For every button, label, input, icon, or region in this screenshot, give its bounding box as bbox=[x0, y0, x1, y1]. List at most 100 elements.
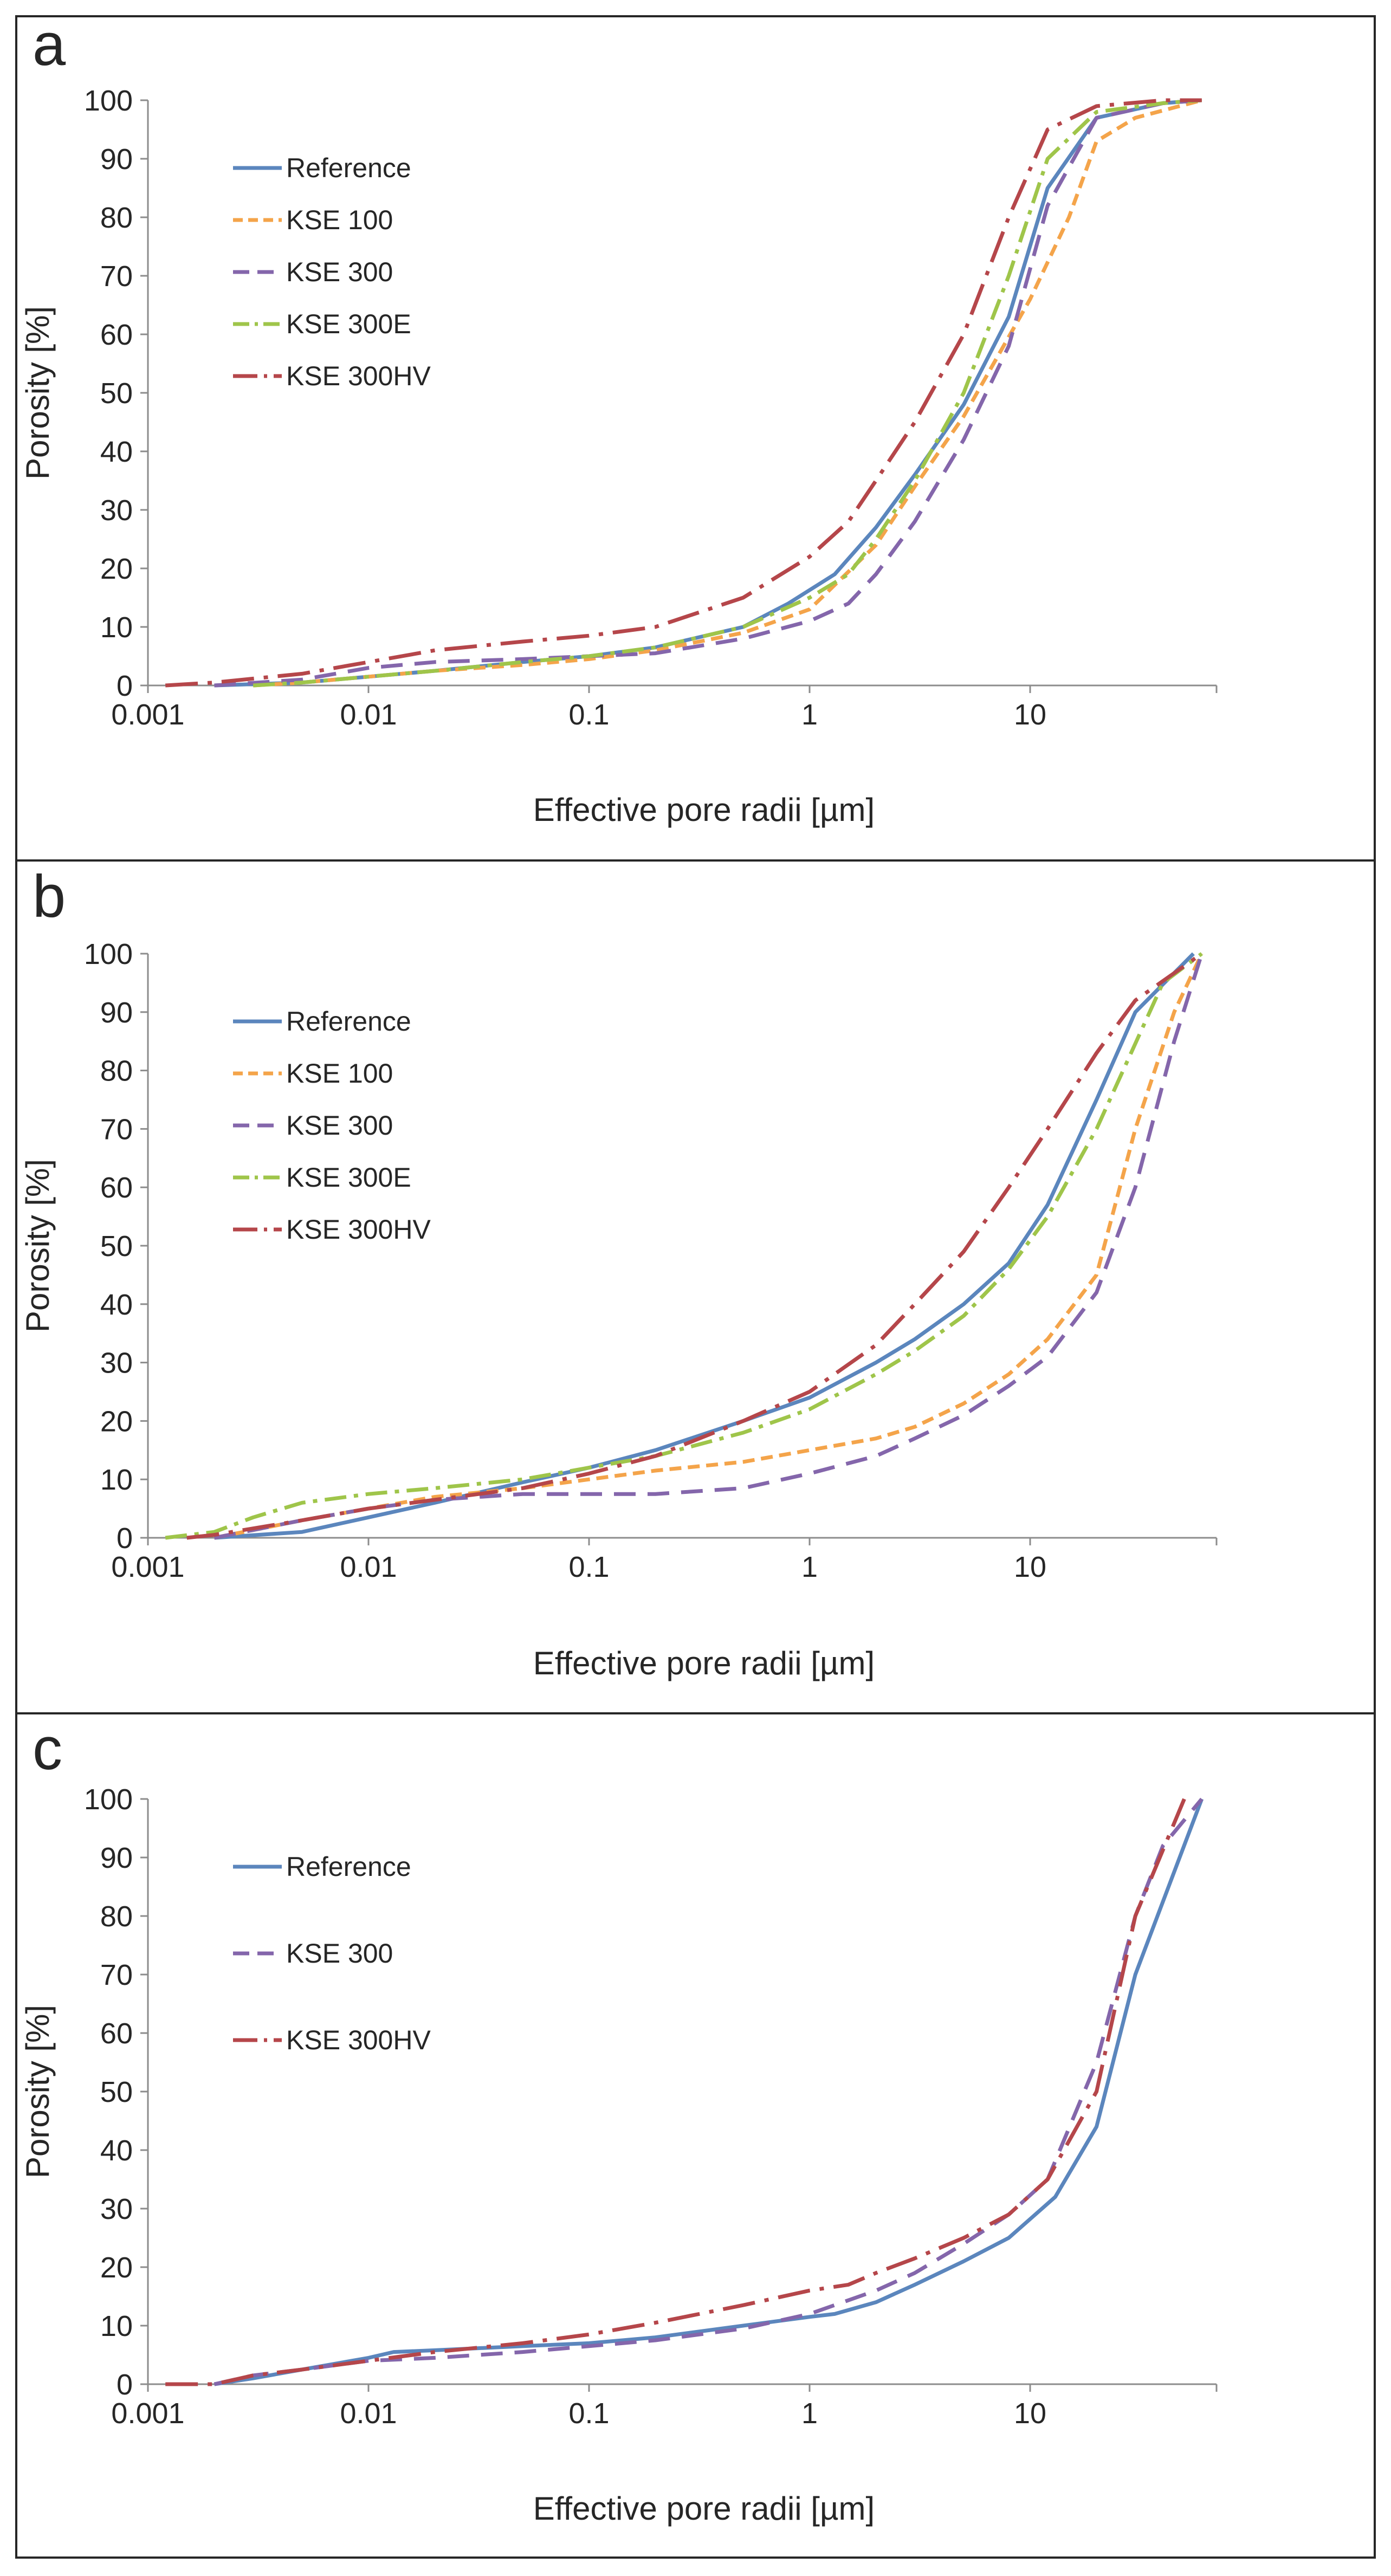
y-tick-label: 10 bbox=[100, 2310, 133, 2342]
data-point bbox=[1201, 1798, 1202, 1800]
data-point bbox=[253, 685, 254, 687]
data-point bbox=[1135, 117, 1136, 119]
data-point bbox=[742, 597, 744, 599]
data-point bbox=[742, 626, 744, 628]
data-point bbox=[875, 2272, 877, 2274]
panel-frame bbox=[15, 859, 1376, 1714]
data-point bbox=[1008, 345, 1010, 347]
data-point bbox=[1054, 2196, 1056, 2198]
series-line-reference bbox=[213, 1798, 1204, 2386]
data-point bbox=[213, 1534, 215, 1536]
panel-label: b bbox=[33, 863, 66, 930]
data-point bbox=[787, 603, 789, 604]
series-kse-300 bbox=[214, 98, 1202, 688]
data-point bbox=[434, 1487, 436, 1489]
series-line-kse-100 bbox=[253, 98, 1202, 688]
data-point bbox=[213, 2384, 215, 2385]
data-point bbox=[1047, 1204, 1049, 1206]
legend-label-kse-300: KSE 300 bbox=[286, 257, 393, 287]
y-tick-label: 60 bbox=[100, 2017, 133, 2050]
data-point bbox=[522, 658, 523, 660]
y-tick-label: 40 bbox=[100, 436, 133, 468]
data-point bbox=[963, 392, 965, 394]
data-point bbox=[1162, 100, 1164, 101]
data-point bbox=[1008, 217, 1010, 218]
data-point bbox=[1096, 1292, 1097, 1293]
series-line-kse-300hv bbox=[165, 1798, 1186, 2386]
y-tick-label: 20 bbox=[100, 553, 133, 585]
series-line-kse-300 bbox=[213, 953, 1204, 1540]
y-tick-label: 50 bbox=[100, 1230, 133, 1263]
data-point bbox=[588, 1479, 590, 1480]
x-tick-label: 1 bbox=[801, 1551, 818, 1583]
data-point bbox=[1047, 2179, 1049, 2180]
data-point bbox=[588, 635, 590, 637]
legend-label-reference: Reference bbox=[286, 153, 411, 183]
data-point bbox=[875, 539, 877, 540]
x-axis-label: Effective pore radii [µm] bbox=[533, 2490, 875, 2527]
data-point bbox=[1201, 953, 1202, 955]
series-kse-100 bbox=[213, 953, 1204, 1540]
series-line-reference bbox=[214, 952, 1195, 1540]
y-tick-label: 20 bbox=[100, 1405, 133, 1438]
data-point bbox=[1008, 275, 1010, 277]
legend-label-kse-300: KSE 300 bbox=[286, 1938, 393, 1969]
data-point bbox=[434, 1502, 436, 1504]
x-tick-label: 0.01 bbox=[340, 2397, 397, 2430]
data-point bbox=[522, 1493, 523, 1495]
series-kse-300hv bbox=[165, 1798, 1186, 2386]
data-point bbox=[165, 685, 166, 687]
y-tick-label: 80 bbox=[100, 202, 133, 234]
data-point bbox=[301, 1531, 303, 1533]
data-point bbox=[1096, 111, 1097, 113]
data-point bbox=[655, 1455, 656, 1457]
data-point bbox=[588, 1493, 590, 1495]
series-line-reference bbox=[214, 98, 1202, 688]
series-reference bbox=[214, 98, 1202, 688]
data-point bbox=[1162, 1845, 1164, 1847]
y-tick-label: 20 bbox=[100, 2251, 133, 2284]
data-point bbox=[655, 2336, 656, 2338]
data-point bbox=[1135, 1128, 1136, 1130]
series-kse-300 bbox=[213, 1797, 1204, 2386]
data-point bbox=[1173, 1040, 1175, 1042]
data-point bbox=[165, 1537, 166, 1539]
data-point bbox=[1008, 2237, 1010, 2239]
data-point bbox=[742, 632, 744, 633]
data-point bbox=[875, 1455, 877, 1457]
data-point bbox=[742, 1420, 744, 1422]
data-point bbox=[301, 679, 303, 681]
y-tick-label: 60 bbox=[100, 319, 133, 351]
legend-label-kse-100: KSE 100 bbox=[286, 1058, 393, 1089]
data-point bbox=[301, 2369, 303, 2371]
data-point bbox=[1096, 2062, 1097, 2063]
x-tick-label: 0.1 bbox=[568, 2397, 609, 2430]
data-point bbox=[914, 422, 916, 423]
legend-label-kse-300hv: KSE 300HV bbox=[286, 361, 431, 391]
series-line-kse-300hv bbox=[165, 98, 1202, 688]
data-point bbox=[434, 1496, 436, 1498]
y-tick-label: 80 bbox=[100, 1900, 133, 1933]
data-point bbox=[1096, 140, 1097, 142]
data-point bbox=[522, 1481, 523, 1483]
data-point bbox=[368, 676, 370, 677]
data-point bbox=[1135, 1974, 1136, 1976]
y-tick-label: 100 bbox=[84, 1783, 133, 1816]
data-point bbox=[1135, 1000, 1136, 1001]
data-point bbox=[1183, 1798, 1185, 1800]
x-axis-label: Effective pore radii [µm] bbox=[533, 1645, 875, 1681]
x-tick-label: 1 bbox=[801, 2397, 818, 2430]
panel-frame bbox=[15, 1712, 1376, 2559]
data-point bbox=[1047, 205, 1049, 206]
data-point bbox=[1008, 316, 1010, 318]
data-point bbox=[875, 1344, 877, 1346]
data-point bbox=[809, 1391, 811, 1393]
data-point bbox=[742, 1461, 744, 1462]
legend-label-reference: Reference bbox=[286, 1006, 411, 1037]
data-point bbox=[522, 1479, 523, 1480]
series-kse-300 bbox=[213, 953, 1204, 1540]
series-kse-100 bbox=[253, 98, 1202, 688]
series-line-kse-100 bbox=[213, 953, 1204, 1540]
data-point bbox=[1162, 102, 1164, 104]
